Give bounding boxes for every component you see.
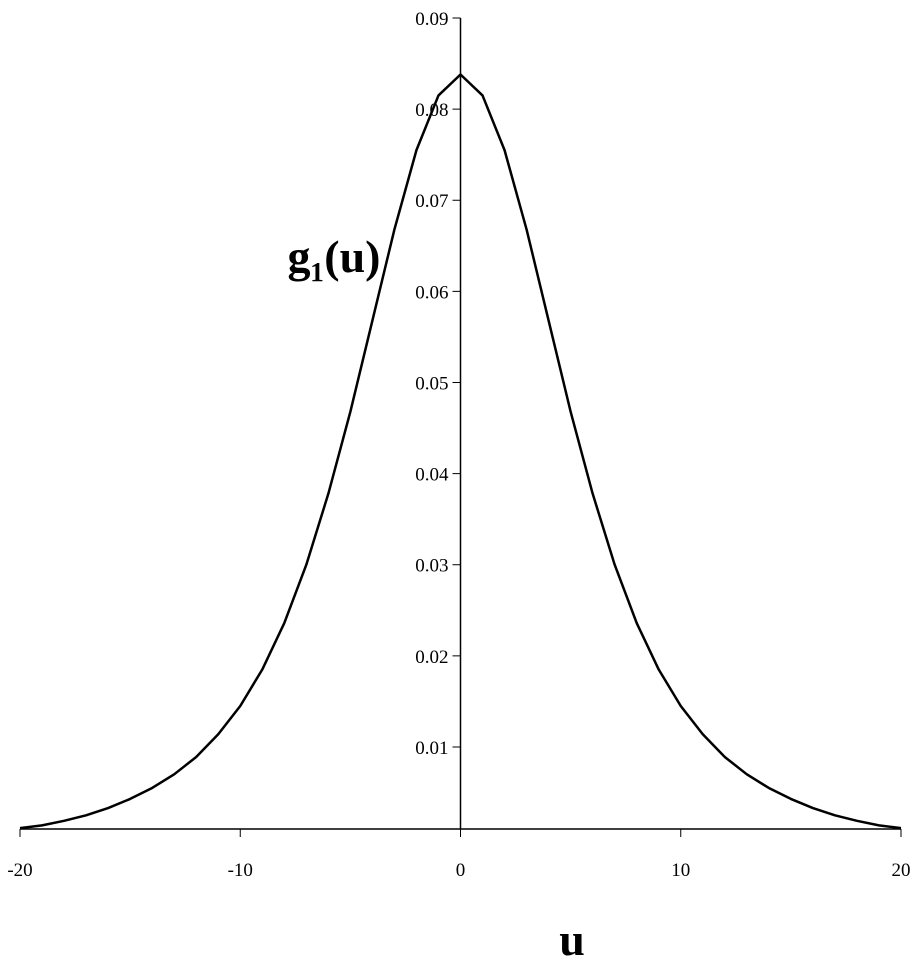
y-tick-label: 0.07 [415, 191, 448, 212]
x-axis-label: u [559, 914, 585, 959]
y-tick-label: 0.01 [415, 738, 448, 759]
y-tick-label: 0.04 [415, 465, 449, 486]
curve [19, 73, 902, 830]
y-tick-label: 0.06 [415, 282, 448, 303]
y-axis-label: g₁(u) [287, 231, 380, 282]
y-tick-label: 0.03 [415, 556, 448, 577]
x-tick-label: -20 [7, 860, 32, 881]
y-tick-label: 0.02 [415, 647, 448, 668]
y-tick-label: 0.05 [415, 373, 448, 394]
y-tick-label: 0.09 [415, 9, 448, 30]
x-tick-label: 0 [456, 860, 466, 881]
x-tick-label: 10 [671, 860, 690, 881]
x-tick-label: -10 [228, 860, 253, 881]
x-tick-label: 20 [892, 860, 911, 881]
